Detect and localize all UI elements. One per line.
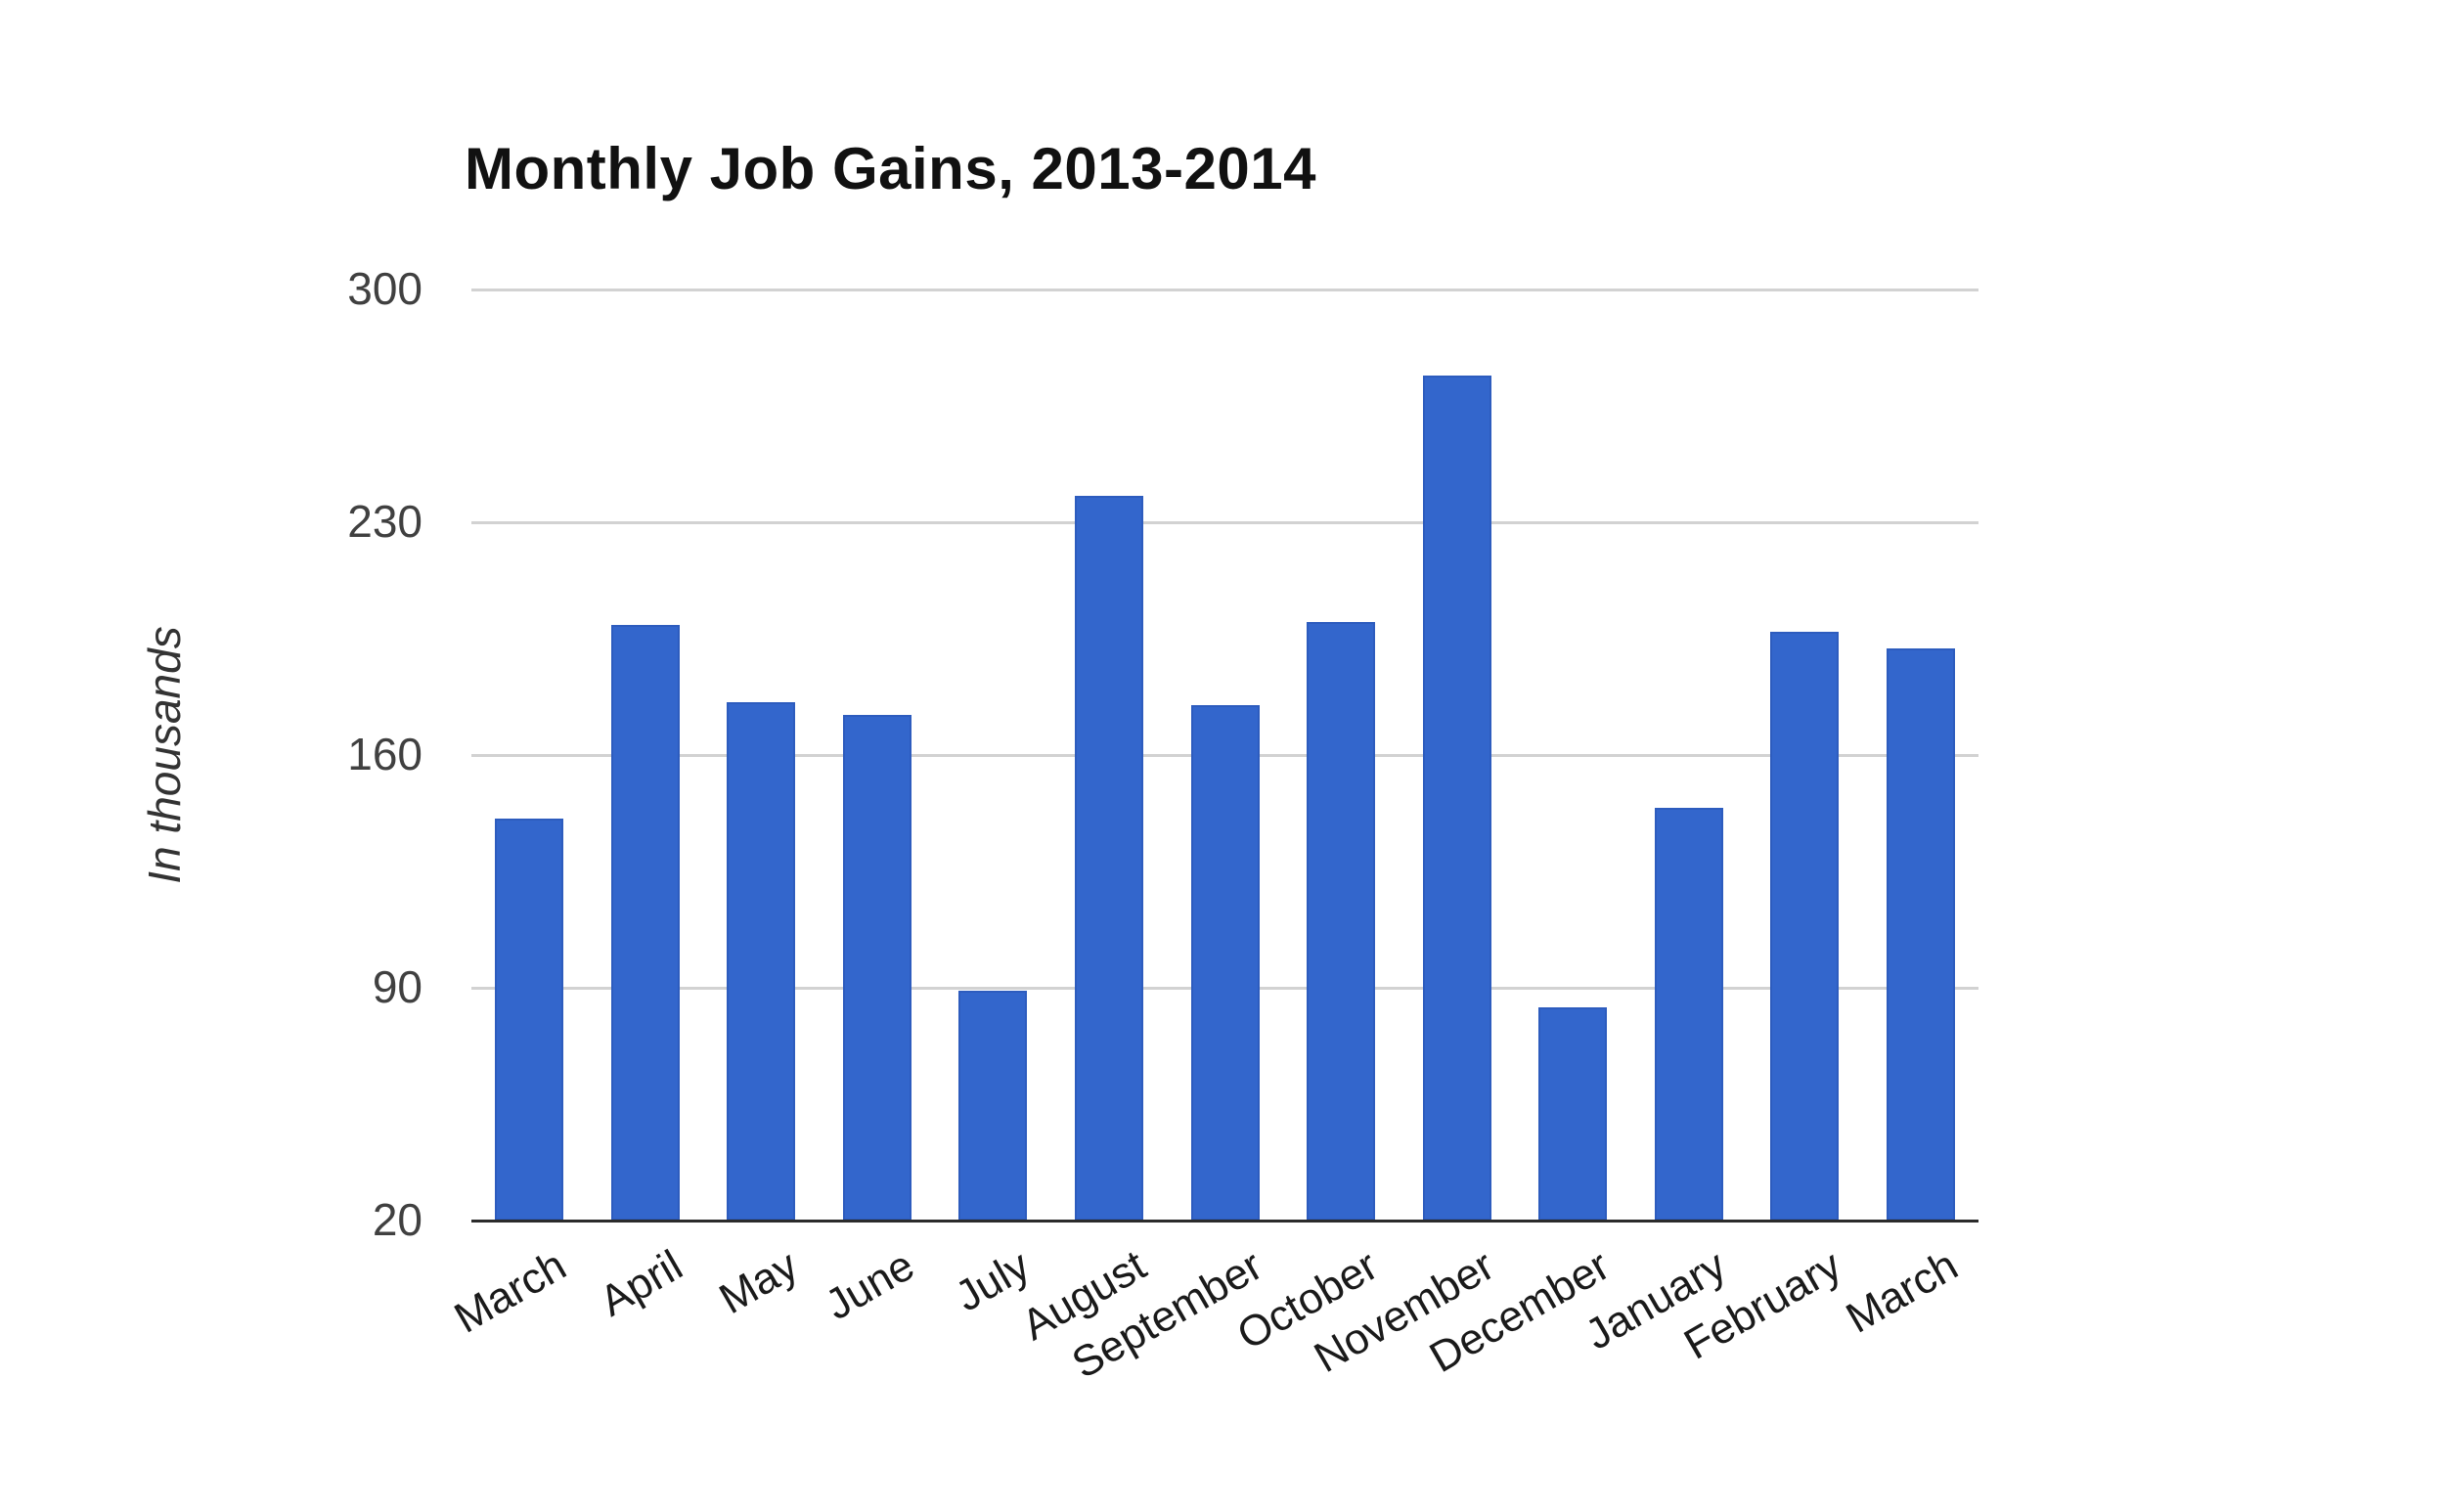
y-tick-label-20: 20 (372, 1194, 422, 1245)
gridline-230 (471, 520, 1978, 524)
y-tick-label-160: 160 (347, 729, 422, 779)
bar-3-june (842, 715, 911, 1221)
y-tick-label-300: 300 (347, 263, 422, 314)
bar-7-october (1307, 622, 1376, 1221)
bar-12-march (1886, 648, 1955, 1221)
bar-8-november (1422, 376, 1491, 1221)
bar-2-may (727, 702, 796, 1221)
bar-1-april (610, 625, 680, 1221)
x-axis-line (471, 1220, 1978, 1223)
y-tick-label-230: 230 (347, 496, 422, 547)
y-axis-title: In thousands (139, 626, 190, 884)
bar-6-september (1190, 705, 1260, 1221)
bar-11-february (1770, 632, 1840, 1221)
chart-title: Monthly Job Gains, 2013-2014 (465, 136, 1316, 201)
bar-0-march (495, 819, 564, 1221)
plot-area (471, 288, 1978, 1223)
bar-10-january (1654, 808, 1723, 1221)
bar-9-december (1538, 1007, 1608, 1221)
gridline-300 (471, 288, 1978, 291)
bar-5-august (1074, 496, 1143, 1221)
y-tick-label-90: 90 (372, 961, 422, 1012)
bar-4-july (958, 991, 1028, 1221)
